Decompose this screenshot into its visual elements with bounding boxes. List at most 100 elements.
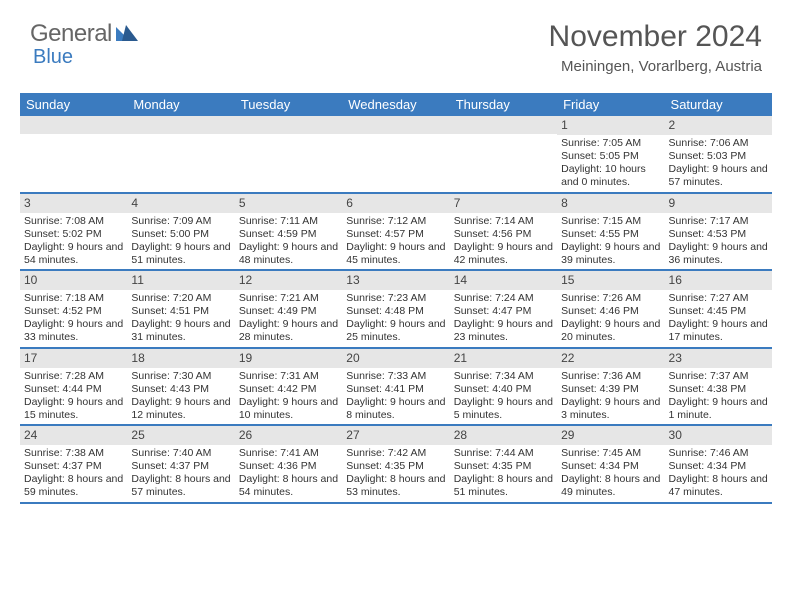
- day-details: Sunrise: 7:24 AMSunset: 4:47 PMDaylight:…: [450, 290, 557, 347]
- sunset-text: Sunset: 4:43 PM: [131, 383, 230, 396]
- day-details: Sunrise: 7:18 AMSunset: 4:52 PMDaylight:…: [20, 290, 127, 347]
- sunrise-text: Sunrise: 7:21 AM: [239, 292, 338, 305]
- sunrise-text: Sunrise: 7:30 AM: [131, 370, 230, 383]
- sunrise-text: Sunrise: 7:40 AM: [131, 447, 230, 460]
- sunrise-text: Sunrise: 7:28 AM: [24, 370, 123, 383]
- sunset-text: Sunset: 4:53 PM: [669, 228, 768, 241]
- day-cell: 22Sunrise: 7:36 AMSunset: 4:39 PMDayligh…: [557, 349, 664, 425]
- sunrise-text: Sunrise: 7:33 AM: [346, 370, 445, 383]
- sunrise-text: Sunrise: 7:14 AM: [454, 215, 553, 228]
- day-cell: 4Sunrise: 7:09 AMSunset: 5:00 PMDaylight…: [127, 194, 234, 270]
- day-number: 18: [127, 349, 234, 368]
- day-header-sat: Saturday: [665, 93, 772, 116]
- sunset-text: Sunset: 4:57 PM: [346, 228, 445, 241]
- day-header-tue: Tuesday: [235, 93, 342, 116]
- sunset-text: Sunset: 4:56 PM: [454, 228, 553, 241]
- daylight-text: Daylight: 9 hours and 8 minutes.: [346, 396, 445, 422]
- sunset-text: Sunset: 5:03 PM: [669, 150, 768, 163]
- day-header-sun: Sunday: [20, 93, 127, 116]
- logo: General: [30, 20, 138, 48]
- day-cell: [20, 116, 127, 192]
- day-details: Sunrise: 7:46 AMSunset: 4:34 PMDaylight:…: [665, 445, 772, 502]
- daylight-text: Daylight: 9 hours and 25 minutes.: [346, 318, 445, 344]
- sunrise-text: Sunrise: 7:11 AM: [239, 215, 338, 228]
- day-number: [342, 116, 449, 134]
- day-number: [450, 116, 557, 134]
- daylight-text: Daylight: 9 hours and 5 minutes.: [454, 396, 553, 422]
- sunrise-text: Sunrise: 7:46 AM: [669, 447, 768, 460]
- day-cell: 19Sunrise: 7:31 AMSunset: 4:42 PMDayligh…: [235, 349, 342, 425]
- daylight-text: Daylight: 9 hours and 33 minutes.: [24, 318, 123, 344]
- day-cell: 13Sunrise: 7:23 AMSunset: 4:48 PMDayligh…: [342, 271, 449, 347]
- daylight-text: Daylight: 9 hours and 3 minutes.: [561, 396, 660, 422]
- day-details: Sunrise: 7:31 AMSunset: 4:42 PMDaylight:…: [235, 368, 342, 425]
- sunrise-text: Sunrise: 7:08 AM: [24, 215, 123, 228]
- day-number: 4: [127, 194, 234, 213]
- day-number: 19: [235, 349, 342, 368]
- sunrise-text: Sunrise: 7:12 AM: [346, 215, 445, 228]
- day-details: Sunrise: 7:36 AMSunset: 4:39 PMDaylight:…: [557, 368, 664, 425]
- day-number: 20: [342, 349, 449, 368]
- day-cell: 15Sunrise: 7:26 AMSunset: 4:46 PMDayligh…: [557, 271, 664, 347]
- day-details: Sunrise: 7:37 AMSunset: 4:38 PMDaylight:…: [665, 368, 772, 425]
- day-number: 29: [557, 426, 664, 445]
- sunrise-text: Sunrise: 7:31 AM: [239, 370, 338, 383]
- day-number: 26: [235, 426, 342, 445]
- week-row: 10Sunrise: 7:18 AMSunset: 4:52 PMDayligh…: [20, 271, 772, 349]
- day-number: 24: [20, 426, 127, 445]
- day-cell: [127, 116, 234, 192]
- weeks-container: 1Sunrise: 7:05 AMSunset: 5:05 PMDaylight…: [20, 116, 772, 504]
- sunset-text: Sunset: 4:59 PM: [239, 228, 338, 241]
- sunrise-text: Sunrise: 7:41 AM: [239, 447, 338, 460]
- sunrise-text: Sunrise: 7:09 AM: [131, 215, 230, 228]
- daylight-text: Daylight: 9 hours and 23 minutes.: [454, 318, 553, 344]
- day-number: 28: [450, 426, 557, 445]
- day-details: Sunrise: 7:12 AMSunset: 4:57 PMDaylight:…: [342, 213, 449, 270]
- day-number: 3: [20, 194, 127, 213]
- day-number: 1: [557, 116, 664, 135]
- sunset-text: Sunset: 4:35 PM: [346, 460, 445, 473]
- sunset-text: Sunset: 4:42 PM: [239, 383, 338, 396]
- day-cell: 9Sunrise: 7:17 AMSunset: 4:53 PMDaylight…: [665, 194, 772, 270]
- day-cell: [450, 116, 557, 192]
- sunset-text: Sunset: 4:41 PM: [346, 383, 445, 396]
- location-text: Meiningen, Vorarlberg, Austria: [549, 58, 762, 75]
- day-cell: 2Sunrise: 7:06 AMSunset: 5:03 PMDaylight…: [665, 116, 772, 192]
- day-details: Sunrise: 7:14 AMSunset: 4:56 PMDaylight:…: [450, 213, 557, 270]
- day-details: Sunrise: 7:08 AMSunset: 5:02 PMDaylight:…: [20, 213, 127, 270]
- day-number: 9: [665, 194, 772, 213]
- daylight-text: Daylight: 9 hours and 20 minutes.: [561, 318, 660, 344]
- week-row: 24Sunrise: 7:38 AMSunset: 4:37 PMDayligh…: [20, 426, 772, 504]
- sunrise-text: Sunrise: 7:36 AM: [561, 370, 660, 383]
- calendar: Sunday Monday Tuesday Wednesday Thursday…: [20, 93, 772, 504]
- sunset-text: Sunset: 4:51 PM: [131, 305, 230, 318]
- day-details: Sunrise: 7:40 AMSunset: 4:37 PMDaylight:…: [127, 445, 234, 502]
- sunset-text: Sunset: 4:35 PM: [454, 460, 553, 473]
- day-details: Sunrise: 7:21 AMSunset: 4:49 PMDaylight:…: [235, 290, 342, 347]
- day-header-mon: Monday: [127, 93, 234, 116]
- day-cell: 29Sunrise: 7:45 AMSunset: 4:34 PMDayligh…: [557, 426, 664, 502]
- sunset-text: Sunset: 4:34 PM: [669, 460, 768, 473]
- sunset-text: Sunset: 4:55 PM: [561, 228, 660, 241]
- day-number: 27: [342, 426, 449, 445]
- sunset-text: Sunset: 4:44 PM: [24, 383, 123, 396]
- logo-triangle-icon: [116, 20, 138, 48]
- sunset-text: Sunset: 4:34 PM: [561, 460, 660, 473]
- day-number: 16: [665, 271, 772, 290]
- day-cell: 7Sunrise: 7:14 AMSunset: 4:56 PMDaylight…: [450, 194, 557, 270]
- title-block: November 2024 Meiningen, Vorarlberg, Aus…: [549, 20, 762, 75]
- day-number: 12: [235, 271, 342, 290]
- day-number: 2: [665, 116, 772, 135]
- daylight-text: Daylight: 9 hours and 15 minutes.: [24, 396, 123, 422]
- day-details: Sunrise: 7:06 AMSunset: 5:03 PMDaylight:…: [665, 135, 772, 192]
- day-details: Sunrise: 7:20 AMSunset: 4:51 PMDaylight:…: [127, 290, 234, 347]
- day-number: 10: [20, 271, 127, 290]
- sunrise-text: Sunrise: 7:15 AM: [561, 215, 660, 228]
- day-cell: 20Sunrise: 7:33 AMSunset: 4:41 PMDayligh…: [342, 349, 449, 425]
- daylight-text: Daylight: 9 hours and 17 minutes.: [669, 318, 768, 344]
- day-details: Sunrise: 7:33 AMSunset: 4:41 PMDaylight:…: [342, 368, 449, 425]
- day-number: 25: [127, 426, 234, 445]
- day-cell: 3Sunrise: 7:08 AMSunset: 5:02 PMDaylight…: [20, 194, 127, 270]
- day-details: Sunrise: 7:28 AMSunset: 4:44 PMDaylight:…: [20, 368, 127, 425]
- logo-text-blue: Blue: [33, 46, 73, 69]
